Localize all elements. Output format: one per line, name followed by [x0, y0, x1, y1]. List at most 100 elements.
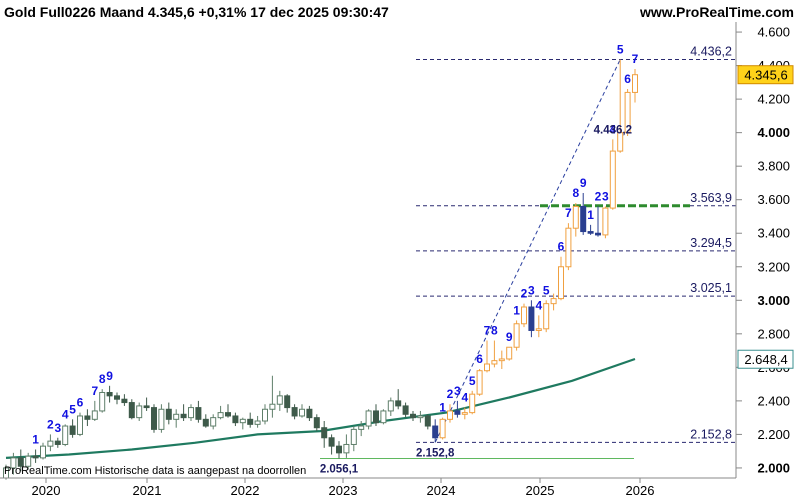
- candle-body[interactable]: [417, 415, 424, 419]
- candle-body[interactable]: [291, 407, 298, 417]
- candle-body[interactable]: [225, 412, 231, 417]
- candle-body[interactable]: [321, 427, 328, 439]
- price-tag[interactable]: 4.345,6: [737, 65, 794, 85]
- candle-body[interactable]: [550, 298, 557, 305]
- candle-body[interactable]: [32, 455, 39, 459]
- candle-body[interactable]: [173, 413, 180, 420]
- candle-body[interactable]: [84, 415, 91, 420]
- wave-count-label: 1: [439, 401, 446, 415]
- candle-body[interactable]: [232, 415, 239, 424]
- candle-body[interactable]: [143, 405, 150, 409]
- candle-body[interactable]: [276, 395, 283, 405]
- candle-body[interactable]: [454, 410, 461, 415]
- wave-count-label: 4: [461, 391, 468, 405]
- candle-body[interactable]: [439, 418, 446, 439]
- candle-body[interactable]: [121, 398, 128, 404]
- candle-body[interactable]: [217, 412, 224, 419]
- candle-body[interactable]: [25, 455, 32, 467]
- candle-body[interactable]: [202, 418, 209, 427]
- level-lines-layer: 4.436,2 3.563,9 3.294,5 3.025,1 2.152,8: [320, 45, 736, 460]
- level-label: 3.563,9: [690, 191, 732, 205]
- candle-body[interactable]: [491, 360, 498, 365]
- candle-body[interactable]: [513, 323, 520, 348]
- candle-body[interactable]: [432, 425, 439, 439]
- candle-body[interactable]: [17, 457, 24, 467]
- candle-body[interactable]: [106, 392, 113, 397]
- candle-body[interactable]: [387, 400, 394, 412]
- candle-body[interactable]: [158, 408, 165, 430]
- candle-body[interactable]: [572, 205, 579, 229]
- candle-body[interactable]: [336, 445, 342, 454]
- candle-body[interactable]: [380, 410, 387, 424]
- y-tick-label: 3.200: [757, 259, 790, 274]
- candle-body[interactable]: [373, 410, 379, 424]
- candle-body[interactable]: [313, 417, 320, 429]
- candle-body[interactable]: [506, 346, 513, 360]
- candle-body[interactable]: [350, 428, 357, 445]
- candle-body[interactable]: [395, 400, 402, 407]
- price-tag[interactable]: 2.648,4: [737, 349, 794, 369]
- candle-body[interactable]: [210, 417, 217, 427]
- candle-body[interactable]: [40, 445, 46, 459]
- candle-body[interactable]: [521, 306, 527, 325]
- candle-body[interactable]: [306, 408, 313, 419]
- candle-body[interactable]: [469, 393, 476, 414]
- candle-body[interactable]: [188, 407, 194, 419]
- candle-body[interactable]: [358, 425, 365, 430]
- candle-body[interactable]: [343, 443, 350, 454]
- x-tick-label: 2025: [526, 483, 555, 498]
- candle-body[interactable]: [269, 403, 276, 410]
- candle-body[interactable]: [447, 410, 453, 420]
- candle-body[interactable]: [77, 415, 83, 435]
- candle-body[interactable]: [165, 408, 172, 420]
- candle-body[interactable]: [284, 395, 291, 409]
- candle-body[interactable]: [69, 425, 76, 435]
- candle-body[interactable]: [410, 413, 416, 419]
- candle-body[interactable]: [602, 207, 609, 236]
- candle-body[interactable]: [180, 413, 187, 419]
- y-axis[interactable]: 2.0002.2002.4002.6002.8003.0003.2003.400…: [736, 25, 794, 476]
- candle-body[interactable]: [609, 150, 616, 209]
- candle-body[interactable]: [624, 91, 631, 134]
- candle-body[interactable]: [476, 370, 483, 395]
- candle-body[interactable]: [54, 440, 61, 445]
- candle-body[interactable]: [151, 407, 157, 430]
- candle-body[interactable]: [62, 425, 69, 445]
- candle-body[interactable]: [128, 402, 135, 419]
- candle-body[interactable]: [461, 412, 468, 415]
- candle-body[interactable]: [239, 418, 246, 424]
- candle-body[interactable]: [543, 303, 550, 330]
- candle-body[interactable]: [632, 74, 638, 93]
- wave-count-label: 6: [558, 240, 565, 254]
- candle-body[interactable]: [136, 405, 143, 419]
- candle-body[interactable]: [47, 440, 54, 447]
- candle-body[interactable]: [247, 418, 254, 425]
- candle-body[interactable]: [328, 437, 335, 447]
- candle-body[interactable]: [99, 392, 106, 412]
- candle-body[interactable]: [617, 132, 624, 152]
- candle-body[interactable]: [114, 395, 120, 400]
- candle-body[interactable]: [484, 363, 490, 372]
- candle-body[interactable]: [424, 415, 431, 427]
- candle-body[interactable]: [498, 358, 505, 362]
- site-link[interactable]: www.ProRealTime.com: [639, 4, 794, 20]
- candle-body[interactable]: [254, 420, 261, 425]
- candle-body[interactable]: [595, 232, 601, 236]
- candle-body[interactable]: [535, 328, 542, 331]
- candle-body[interactable]: [299, 408, 305, 417]
- candle-body[interactable]: [91, 410, 98, 420]
- candle-body[interactable]: [558, 266, 564, 300]
- candle-body[interactable]: [587, 231, 594, 234]
- candle-body[interactable]: [528, 306, 535, 331]
- price-tag-box: [737, 349, 794, 369]
- candles-layer[interactable]: [3, 59, 638, 480]
- candle-body[interactable]: [262, 408, 268, 422]
- candle-body[interactable]: [365, 410, 372, 427]
- candle-body[interactable]: [402, 405, 409, 415]
- x-axis[interactable]: 2020 2021 2022 2023 2024 2025 2026: [32, 478, 655, 498]
- candle-body[interactable]: [10, 457, 17, 469]
- candle-body[interactable]: [580, 205, 587, 233]
- candle-body[interactable]: [565, 227, 572, 268]
- candle-body[interactable]: [195, 407, 202, 420]
